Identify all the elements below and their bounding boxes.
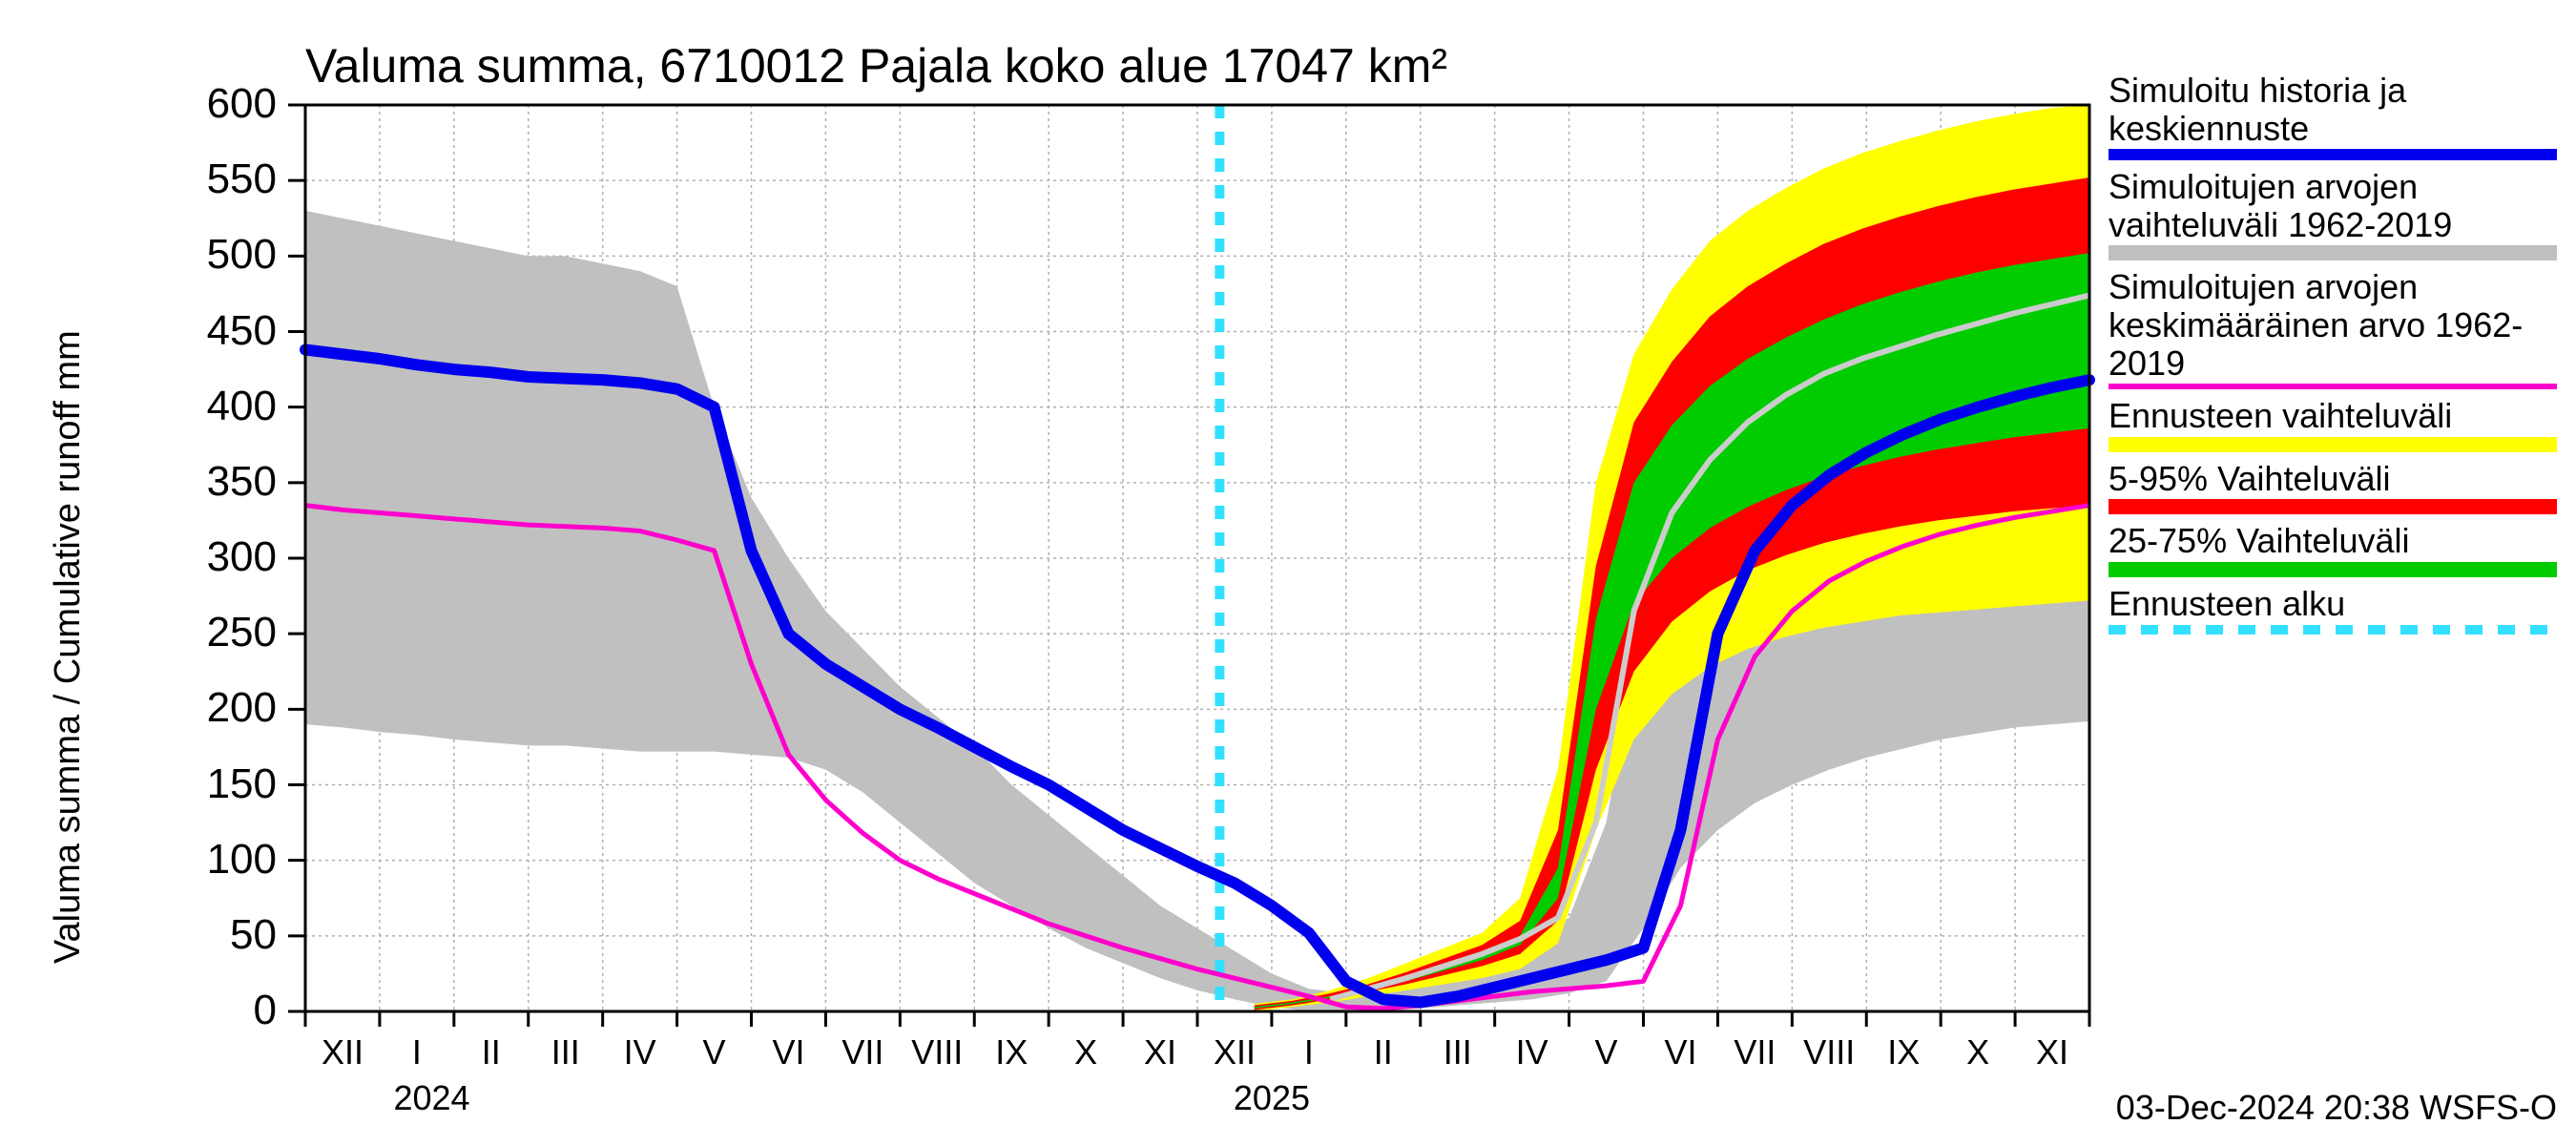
x-tick-label: VI (750, 1032, 826, 1072)
y-tick-label: 50 (162, 911, 277, 959)
x-tick-label: IV (1494, 1032, 1570, 1072)
y-tick-label: 400 (162, 383, 277, 430)
x-tick-label: VII (1716, 1032, 1793, 1072)
legend-item-label: Simuloitujen arvojen vaihteluväli 1962-2… (2109, 168, 2557, 243)
legend-item-swatch (2109, 384, 2557, 389)
chart-title: Valuma summa, 6710012 Pajala koko alue 1… (305, 38, 1447, 94)
x-tick-label: I (379, 1032, 455, 1072)
legend-item-swatch (2109, 625, 2557, 635)
legend-item-label: Ennusteen alku (2109, 585, 2557, 623)
legend-item-label: 25-75% Vaihteluväli (2109, 522, 2557, 560)
x-tick-label: I (1271, 1032, 1347, 1072)
x-tick-label: VIII (1791, 1032, 1867, 1072)
footer-timestamp: 03-Dec-2024 20:38 WSFS-O (2116, 1088, 2557, 1128)
x-tick-label: III (1420, 1032, 1496, 1072)
legend-item-label: 5-95% Vaihteluväli (2109, 460, 2557, 498)
legend-item: Simuloitujen arvojen keskimääräinen arvo… (2109, 268, 2557, 389)
x-year-label: 2025 (1234, 1078, 1310, 1118)
legend-item-swatch (2109, 499, 2557, 514)
legend-item-label: Simuloitu historia ja keskiennuste (2109, 72, 2557, 147)
y-tick-label: 300 (162, 533, 277, 581)
x-tick-label: VIII (899, 1032, 975, 1072)
legend-item: 5-95% Vaihteluväli (2109, 460, 2557, 515)
y-tick-label: 100 (162, 836, 277, 884)
legend-item-swatch (2109, 562, 2557, 577)
x-tick-label: XI (1122, 1032, 1198, 1072)
y-tick-label: 500 (162, 231, 277, 279)
y-tick-label: 350 (162, 458, 277, 506)
x-tick-label: XII (304, 1032, 381, 1072)
x-tick-label: X (1940, 1032, 2016, 1072)
legend-item-swatch (2109, 149, 2557, 160)
y-tick-label: 450 (162, 307, 277, 355)
x-year-label: 2024 (393, 1078, 469, 1118)
y-tick-label: 0 (162, 987, 277, 1034)
x-tick-label: X (1048, 1032, 1124, 1072)
legend: Simuloitu historia ja keskiennuste Simulo… (2109, 72, 2557, 642)
legend-item: Ennusteen alku (2109, 585, 2557, 635)
y-axis-label: Valuma summa / Cumulative runoff mm (48, 330, 89, 964)
x-tick-label: VI (1642, 1032, 1718, 1072)
x-tick-label: IV (602, 1032, 678, 1072)
y-tick-label: 550 (162, 156, 277, 203)
legend-item: Simuloitu historia ja keskiennuste (2109, 72, 2557, 160)
runoff-chart: Valuma summa, 6710012 Pajala koko alue 1… (0, 0, 2576, 1145)
x-tick-label: V (1568, 1032, 1645, 1072)
x-tick-label: III (528, 1032, 604, 1072)
y-tick-label: 150 (162, 760, 277, 808)
y-tick-label: 200 (162, 684, 277, 732)
x-tick-label: XII (1196, 1032, 1273, 1072)
legend-item: Simuloitujen arvojen vaihteluväli 1962-2… (2109, 168, 2557, 260)
x-tick-label: XI (2014, 1032, 2090, 1072)
x-tick-label: V (676, 1032, 753, 1072)
x-tick-label: IX (973, 1032, 1049, 1072)
y-tick-label: 600 (162, 80, 277, 128)
legend-item: 25-75% Vaihteluväli (2109, 522, 2557, 577)
x-tick-label: II (1345, 1032, 1422, 1072)
legend-item-swatch (2109, 245, 2557, 260)
x-tick-label: VII (824, 1032, 901, 1072)
x-tick-label: II (453, 1032, 530, 1072)
legend-item-label: Ennusteen vaihteluväli (2109, 397, 2557, 435)
legend-item-swatch (2109, 437, 2557, 452)
legend-item: Ennusteen vaihteluväli (2109, 397, 2557, 452)
y-tick-label: 250 (162, 609, 277, 656)
x-tick-label: IX (1865, 1032, 1942, 1072)
legend-item-label: Simuloitujen arvojen keskimääräinen arvo… (2109, 268, 2557, 382)
